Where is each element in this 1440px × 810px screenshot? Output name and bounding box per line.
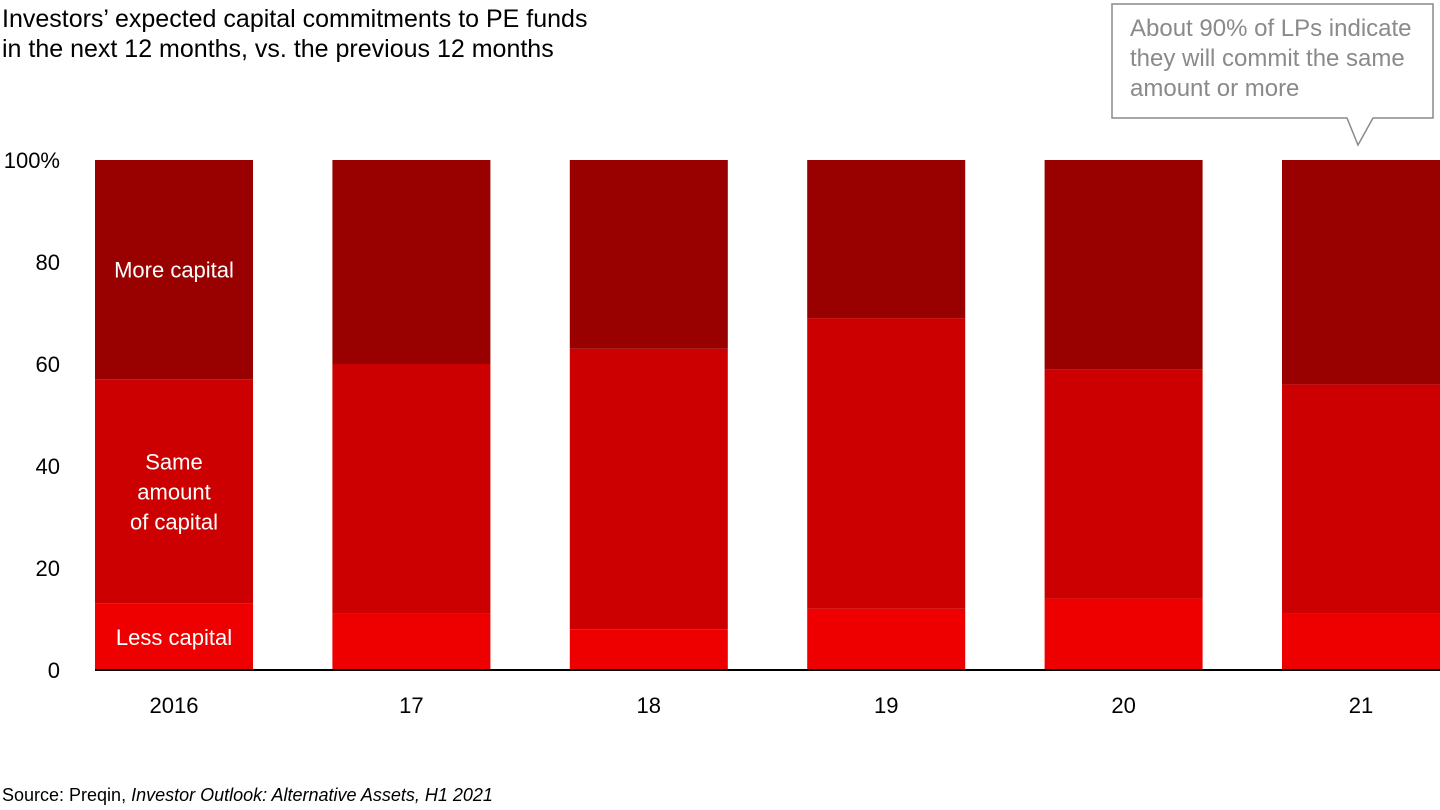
x-tick-label: 2016: [150, 693, 199, 718]
chart-title-line: Investors’ expected capital commitments …: [2, 5, 588, 33]
series-label-same: of capital: [130, 510, 218, 535]
series-label-same: Same: [145, 450, 202, 475]
series-label-same: amount: [137, 480, 210, 505]
bar-segment: [569, 160, 728, 349]
x-tick-label: 21: [1349, 693, 1373, 718]
series-label-more: More capital: [114, 258, 234, 283]
bar-segment: [569, 348, 728, 630]
bar-segment: [95, 603, 253, 670]
y-tick-label: 60: [36, 352, 60, 377]
callout-box: [1111, 3, 1434, 147]
source-title: Investor Outlook: Alternative Assets, H1…: [131, 785, 493, 805]
x-tick-label: 19: [874, 693, 898, 718]
bar-segment: [1044, 598, 1203, 670]
x-tick-label: 20: [1111, 693, 1135, 718]
bar-segment: [332, 364, 491, 614]
y-tick-label: 80: [36, 250, 60, 275]
source-prefix: Source: Preqin,: [2, 785, 132, 805]
bar-segment: [807, 318, 966, 609]
bar-segment: [95, 379, 253, 604]
bar-segment: [807, 608, 966, 670]
series-label-less: Less capital: [116, 625, 232, 650]
bar-segment: [1044, 369, 1203, 599]
bar-segment: [332, 613, 491, 670]
bar-segment: [1044, 160, 1203, 370]
x-tick-label: 17: [399, 693, 423, 718]
y-tick-label: 0: [48, 658, 60, 683]
bar-segment: [95, 160, 253, 380]
callout-line: About 90% of LPs indicate: [1130, 15, 1412, 42]
callout-line: amount or more: [1130, 75, 1300, 102]
source-note: Source: Preqin, Investor Outlook: Altern…: [2, 785, 493, 806]
y-tick-label: 40: [36, 454, 60, 479]
y-tick-label: 20: [36, 556, 60, 581]
bar-segment: [332, 160, 491, 364]
chart-title: Investors’ expected capital commitments …: [2, 4, 702, 64]
x-tick-label: 18: [637, 693, 661, 718]
bar-segment: [1282, 160, 1440, 385]
bar-segment: [569, 629, 728, 670]
bar-segment: [807, 160, 966, 319]
callout-text: About 90% of LPs indicate they will comm…: [1130, 14, 1430, 104]
y-tick-label: 100%: [4, 148, 60, 173]
bar-segment: [1282, 384, 1440, 614]
bar-segment: [1282, 613, 1440, 670]
chart-title-line: in the next 12 months, vs. the previous …: [2, 35, 554, 63]
callout-line: they will commit the same: [1130, 45, 1405, 72]
